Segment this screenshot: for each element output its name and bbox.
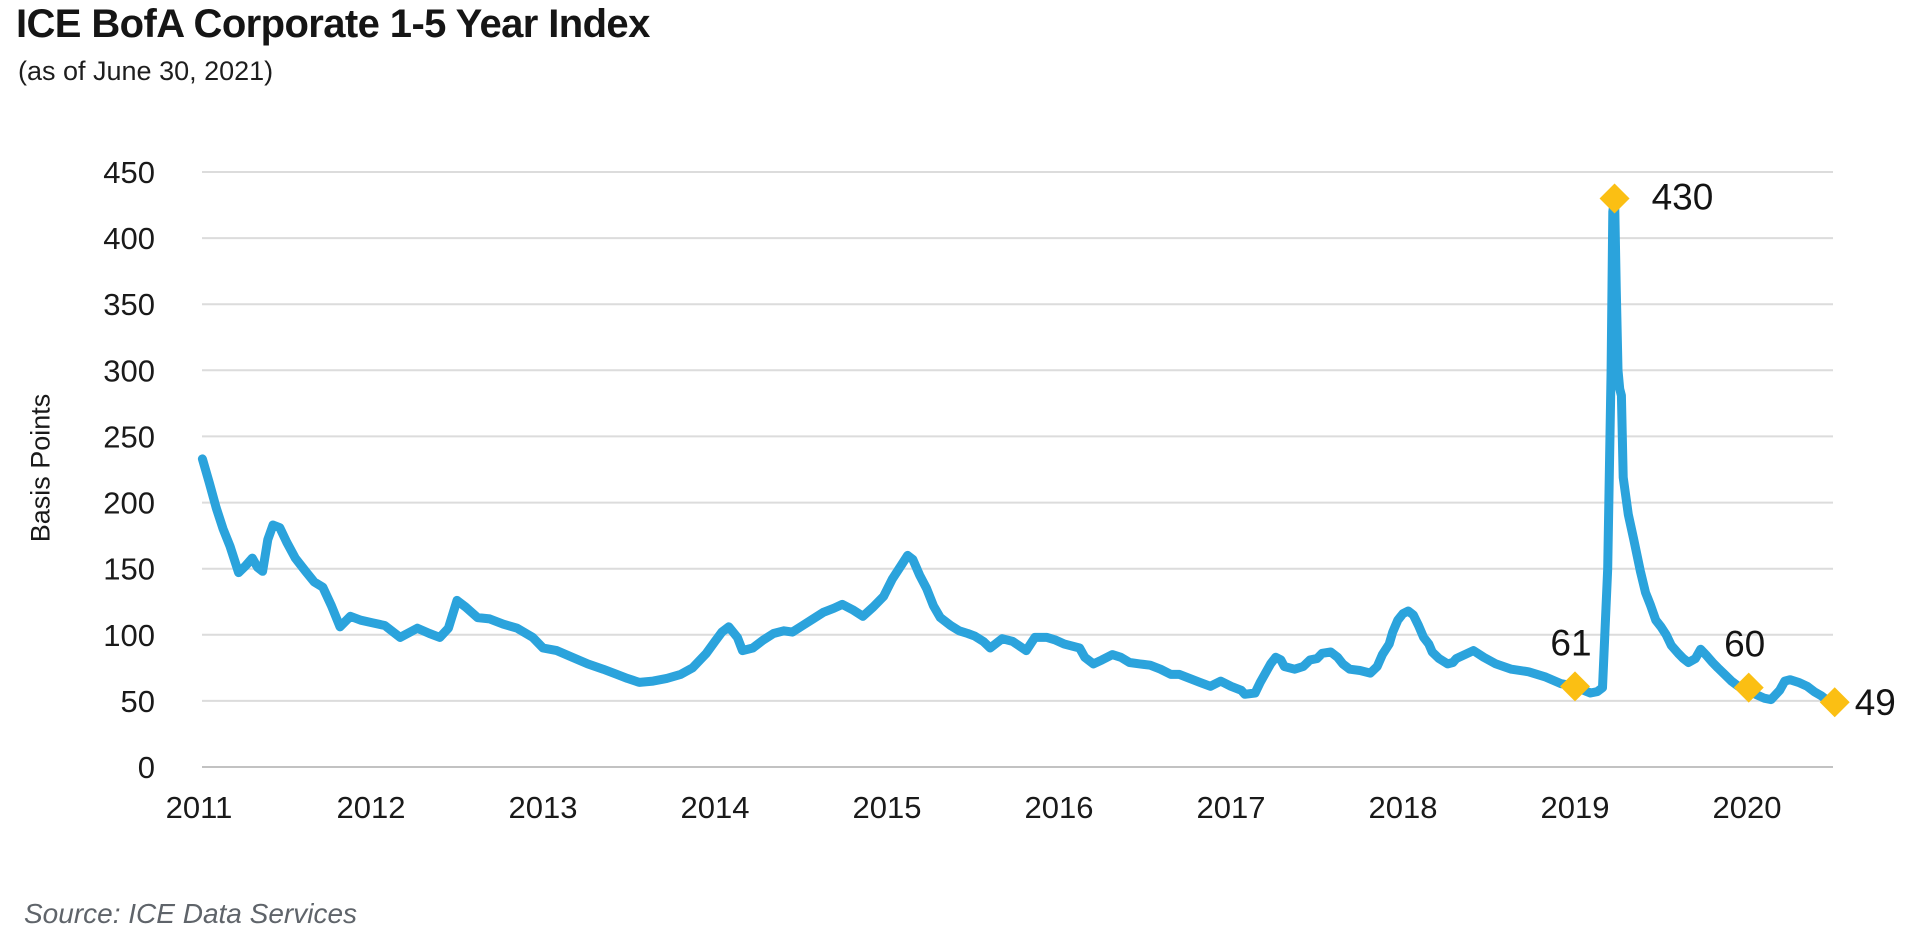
y-tick-label: 300 — [103, 353, 155, 388]
chart-title: ICE BofA Corporate 1-5 Year Index — [16, 2, 650, 46]
y-tick-label: 100 — [103, 618, 155, 653]
marker-label-49: 49 — [1855, 682, 1896, 723]
x-tick-label: 2020 — [1713, 790, 1782, 825]
marker-label-61: 61 — [1550, 622, 1591, 663]
marker-label-430: 430 — [1652, 176, 1714, 217]
data-marker-diamond — [1599, 183, 1630, 214]
data-marker-diamond — [1733, 672, 1764, 703]
y-tick-label: 250 — [103, 419, 155, 454]
x-tick-label: 2013 — [509, 790, 578, 825]
x-tick-label: 2014 — [681, 790, 750, 825]
x-tick-label: 2011 — [166, 790, 233, 825]
y-tick-label: 450 — [103, 155, 155, 190]
y-tick-label: 50 — [121, 684, 155, 719]
spread-line-series — [197, 193, 1840, 707]
y-tick-label: 200 — [103, 486, 155, 521]
chart-subtitle: (as of June 30, 2021) — [18, 56, 274, 86]
x-tick-label: 2018 — [1369, 790, 1438, 825]
data-marker-diamond — [1560, 671, 1590, 702]
x-tick-label: 2012 — [337, 790, 406, 825]
source-note: Source: ICE Data Services — [24, 898, 358, 929]
x-tick-label: 2016 — [1025, 790, 1094, 825]
marker-label-60: 60 — [1724, 624, 1765, 665]
x-tick-label: 2017 — [1197, 790, 1266, 825]
y-tick-label: 400 — [103, 221, 155, 256]
x-tick-label: 2015 — [853, 790, 922, 825]
y-tick-label: 350 — [103, 287, 155, 322]
y-tick-label: 0 — [138, 750, 155, 785]
x-tick-label: 2019 — [1541, 790, 1610, 825]
data-marker-diamond — [1819, 687, 1850, 718]
y-tick-label: 150 — [103, 552, 155, 587]
